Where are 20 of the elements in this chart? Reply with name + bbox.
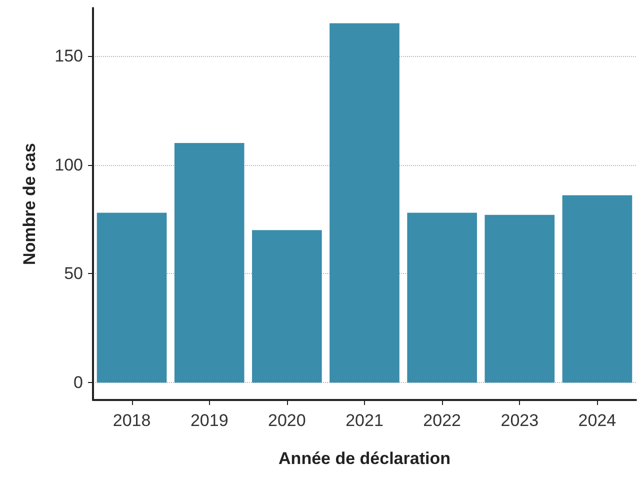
- y-tick-label: 100: [54, 155, 83, 174]
- bar: [174, 143, 244, 383]
- bar: [330, 23, 400, 383]
- x-tick-label: 2018: [112, 411, 151, 430]
- x-tick-label: 2023: [500, 411, 539, 430]
- y-axis-title: Nombre de cas: [20, 143, 39, 265]
- y-tick-label: 50: [64, 264, 83, 284]
- x-tick-label: 2020: [268, 411, 306, 430]
- bar: [484, 214, 555, 383]
- bar: [407, 212, 477, 383]
- x-tick-label: 2024: [578, 411, 616, 430]
- bar: [96, 212, 167, 383]
- y-tick-label: 0: [74, 373, 83, 392]
- x-tick-label: 2021: [346, 411, 384, 430]
- x-axis-title: Année de déclaration: [278, 449, 450, 468]
- y-tick-label: 150: [54, 46, 83, 66]
- x-tick-label: 2022: [423, 411, 461, 430]
- bar: [562, 195, 632, 383]
- x-tick-label: 2019: [190, 411, 228, 430]
- bar: [252, 230, 322, 383]
